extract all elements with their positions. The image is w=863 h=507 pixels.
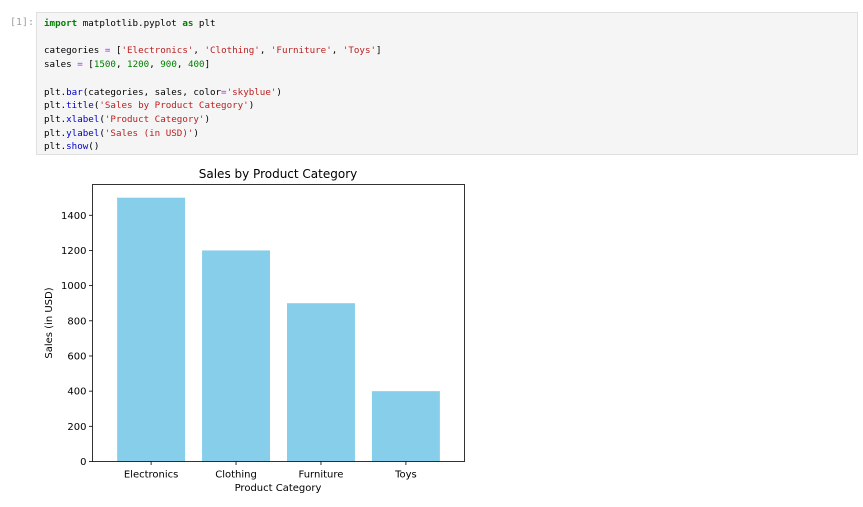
x-tick-label: Electronics: [124, 470, 179, 481]
code-token: 'Sales (in USD)': [104, 127, 194, 139]
code-token: ,: [115, 59, 128, 71]
y-tick-label: 800: [67, 316, 86, 327]
code-token: import: [44, 18, 78, 29]
y-tick-label: 1400: [61, 211, 86, 222]
y-tick-label: 1000: [61, 281, 86, 292]
code-token: xlabel: [66, 113, 100, 125]
code-token: (: [99, 127, 105, 139]
code-token: (categories, sales, color: [82, 86, 222, 98]
bar-furniture: [286, 303, 355, 462]
code-token: 'skyblue': [226, 86, 277, 98]
code-line: plt.ylabel('Sales (in USD)'): [44, 128, 199, 139]
y-tick-label: 0: [80, 457, 86, 468]
x-axis-label: Product Category: [235, 483, 322, 494]
code-line: categories = ['Electronics', 'Clothing',…: [44, 45, 382, 56]
code-token: plt: [193, 18, 216, 29]
chart-title: Sales by Product Category: [199, 167, 357, 181]
code-line: plt.title('Sales by Product Category'): [44, 100, 254, 111]
code-token: plt.: [44, 86, 67, 98]
bar-toys: [371, 391, 440, 462]
code-token: 1500: [93, 59, 116, 71]
code-token: =: [221, 86, 227, 98]
y-tick-label: 600: [67, 351, 86, 362]
code-token: plt.: [44, 141, 67, 153]
code-token: ,: [331, 45, 343, 57]
code-token: =: [77, 59, 83, 71]
code-token: ): [276, 86, 282, 98]
code-token: [: [82, 59, 94, 71]
code-token: (: [99, 113, 105, 125]
code-token: ): [248, 100, 255, 112]
code-token: categories: [44, 45, 105, 57]
code-token: ,: [259, 45, 271, 57]
code-token: =: [104, 45, 111, 57]
code-token: ,: [193, 45, 205, 57]
code-token: ,: [176, 59, 188, 71]
code-token: [: [110, 45, 122, 57]
code-token: ): [204, 113, 211, 125]
code-token: bar: [66, 86, 83, 98]
code-line: plt.xlabel('Product Category'): [44, 114, 210, 125]
code-token: 1200: [127, 59, 150, 71]
code-token: (): [88, 141, 100, 153]
code-token: plt.: [44, 100, 67, 112]
cell-prompt: [1]:: [10, 17, 35, 28]
code-token: 900: [160, 59, 177, 71]
code-token: ,: [149, 59, 161, 71]
bar-clothing: [202, 250, 271, 462]
code-token: 'Toys': [342, 45, 377, 57]
code-token: matplotlib.pyplot: [77, 18, 183, 29]
code-token: sales: [44, 59, 78, 71]
y-tick-label: 200: [67, 422, 86, 433]
y-tick-label: 1200: [61, 246, 86, 257]
code-cell[interactable]: import matplotlib.pyplot as plt categori…: [36, 12, 858, 155]
code-token: (: [93, 100, 100, 112]
code-line: plt.show(): [44, 141, 99, 152]
code-token: 'Clothing': [204, 45, 260, 57]
code-line: import matplotlib.pyplot as plt: [44, 18, 216, 29]
code-token: 'Product Category': [104, 113, 205, 125]
code-line: plt.bar(categories, sales, color='skyblu…: [44, 87, 282, 98]
code-token: 'Electronics': [121, 45, 194, 57]
y-tick-label: 400: [67, 387, 86, 398]
code-token: ]: [204, 59, 211, 71]
code-token: 'Sales by Product Category': [99, 100, 249, 112]
x-tick-label: Clothing: [215, 470, 257, 481]
code-editor[interactable]: import matplotlib.pyplot as plt categori…: [44, 17, 382, 154]
y-axis-label: Sales (in USD): [44, 287, 55, 358]
code-token: as: [182, 18, 194, 29]
code-token: ]: [376, 45, 382, 57]
plot-frame: [92, 184, 465, 462]
code-line: sales = [1500, 1200, 900, 400]: [44, 59, 210, 70]
code-token: ylabel: [66, 127, 100, 139]
code-token: 400: [187, 59, 205, 71]
code-token: title: [66, 100, 94, 112]
x-tick-label: Furniture: [299, 470, 344, 481]
code-token: plt.: [44, 113, 67, 125]
code-token: plt.: [44, 127, 67, 139]
x-tick-label: Toys: [394, 470, 417, 481]
code-token: 'Furniture': [270, 45, 332, 57]
code-token: ): [193, 127, 199, 139]
code-token: show: [66, 141, 89, 153]
bar-electronics: [117, 197, 186, 462]
